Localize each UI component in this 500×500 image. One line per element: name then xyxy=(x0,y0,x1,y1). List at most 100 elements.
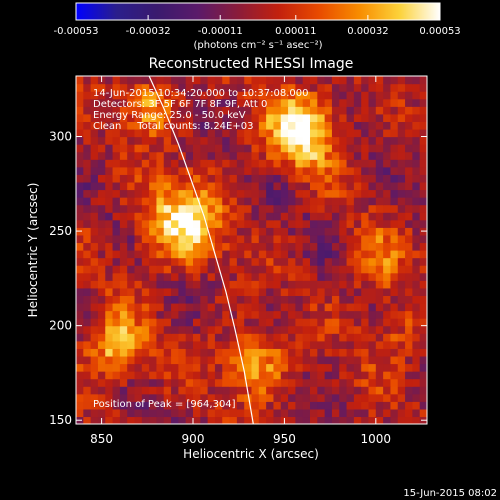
heatmap-cell xyxy=(83,302,92,312)
heatmap-cell xyxy=(310,287,318,296)
heatmap-cell xyxy=(412,340,421,349)
heatmap-cell xyxy=(90,272,99,281)
heatmap-cell xyxy=(156,318,165,327)
heatmap-cell xyxy=(119,234,128,244)
heatmap-cell xyxy=(112,91,121,100)
heatmap-cell xyxy=(178,189,187,198)
heatmap-cell xyxy=(310,234,318,244)
heatmap-cell xyxy=(127,318,136,327)
heatmap-cell xyxy=(383,204,392,213)
heatmap-cell xyxy=(229,295,238,304)
heatmap-cell xyxy=(141,302,150,312)
heatmap-cell xyxy=(280,121,289,130)
heatmap-cell xyxy=(280,136,289,145)
heatmap-cell xyxy=(127,310,136,319)
heatmap-cell xyxy=(207,318,216,327)
heatmap-cell xyxy=(156,151,165,160)
heatmap-cell xyxy=(178,181,187,191)
heatmap-cell xyxy=(288,242,296,251)
heatmap-cell xyxy=(324,181,333,191)
heatmap-cell xyxy=(112,151,121,160)
heatmap-cell xyxy=(353,325,362,334)
heatmap-cell xyxy=(236,242,245,251)
heatmap-cell xyxy=(119,333,128,342)
heatmap-cell xyxy=(171,408,179,418)
heatmap-cell xyxy=(193,128,201,138)
heatmap-cell xyxy=(383,242,392,251)
heatmap-cell xyxy=(375,181,384,191)
heatmap-cell xyxy=(127,76,136,85)
heatmap-cell xyxy=(390,159,399,168)
heatmap-cell xyxy=(214,257,223,266)
heatmap-cell xyxy=(90,265,99,274)
heatmap-cell xyxy=(119,302,128,312)
heatmap-cell xyxy=(134,166,143,175)
heatmap-cell xyxy=(214,272,223,281)
heatmap-cell xyxy=(361,386,370,395)
heatmap-cell xyxy=(295,242,304,251)
heatmap-cell xyxy=(141,212,150,221)
heatmap-cell xyxy=(375,348,384,357)
heatmap-cell xyxy=(163,189,172,198)
heatmap-cell xyxy=(375,393,384,402)
heatmap-cell xyxy=(258,272,267,281)
heatmap-cell xyxy=(361,212,370,221)
heatmap-cell xyxy=(149,272,158,281)
heatmap-cell xyxy=(288,227,296,236)
heatmap-cell xyxy=(76,333,84,342)
heatmap-cell xyxy=(397,408,406,418)
heatmap-cell xyxy=(156,295,165,304)
heatmap-cell xyxy=(244,189,253,198)
heatmap-cell xyxy=(405,219,413,228)
heatmap-cell xyxy=(141,272,150,281)
heatmap-cell xyxy=(141,242,150,251)
heatmap-cell xyxy=(236,121,245,130)
heatmap-cell xyxy=(156,159,165,168)
heatmap-cell xyxy=(280,242,289,251)
heatmap-cell xyxy=(353,393,362,402)
heatmap-cell xyxy=(105,234,114,244)
heatmap-cell xyxy=(105,401,114,410)
heatmap-cell xyxy=(375,83,384,92)
heatmap-cell xyxy=(405,348,413,357)
heatmap-cell xyxy=(258,227,267,236)
heatmap-cell xyxy=(149,204,158,213)
heatmap-cell xyxy=(127,242,136,251)
heatmap-cell xyxy=(339,204,348,213)
heatmap-cell xyxy=(295,348,304,357)
heatmap-cell xyxy=(310,295,318,304)
heatmap-cell xyxy=(127,325,136,334)
heatmap-cell xyxy=(405,325,413,334)
heatmap-cell xyxy=(134,227,143,236)
heatmap-cell xyxy=(273,333,282,342)
heatmap-cell xyxy=(200,272,209,281)
heatmap-cell xyxy=(317,113,326,122)
heatmap-cell xyxy=(361,98,370,107)
heatmap-cell xyxy=(163,151,172,160)
heatmap-cell xyxy=(236,250,245,259)
heatmap-cell xyxy=(185,363,194,372)
heatmap-cell xyxy=(295,166,304,175)
heatmap-cell xyxy=(214,212,223,221)
heatmap-cell xyxy=(412,83,421,92)
heatmap-cell xyxy=(119,408,128,418)
heatmap-cell xyxy=(141,318,150,327)
heatmap-cell xyxy=(171,302,179,312)
heatmap-cell xyxy=(244,371,253,380)
heatmap-cell xyxy=(383,106,392,115)
heatmap-cell xyxy=(390,242,399,251)
heatmap-cell xyxy=(222,197,231,206)
heatmap-cell xyxy=(193,151,201,160)
heatmap-cell xyxy=(368,204,377,213)
heatmap-cell xyxy=(127,371,136,380)
heatmap-cell xyxy=(375,136,384,145)
heatmap-cell xyxy=(112,355,121,365)
heatmap-cell xyxy=(83,106,92,115)
heatmap-cell xyxy=(141,401,150,410)
heatmap-cell xyxy=(171,113,179,122)
heatmap-cell xyxy=(280,204,289,213)
heatmap-cell xyxy=(295,121,304,130)
heatmap-cell xyxy=(280,325,289,334)
heatmap-cell xyxy=(266,386,275,395)
heatmap-cell xyxy=(163,250,172,259)
